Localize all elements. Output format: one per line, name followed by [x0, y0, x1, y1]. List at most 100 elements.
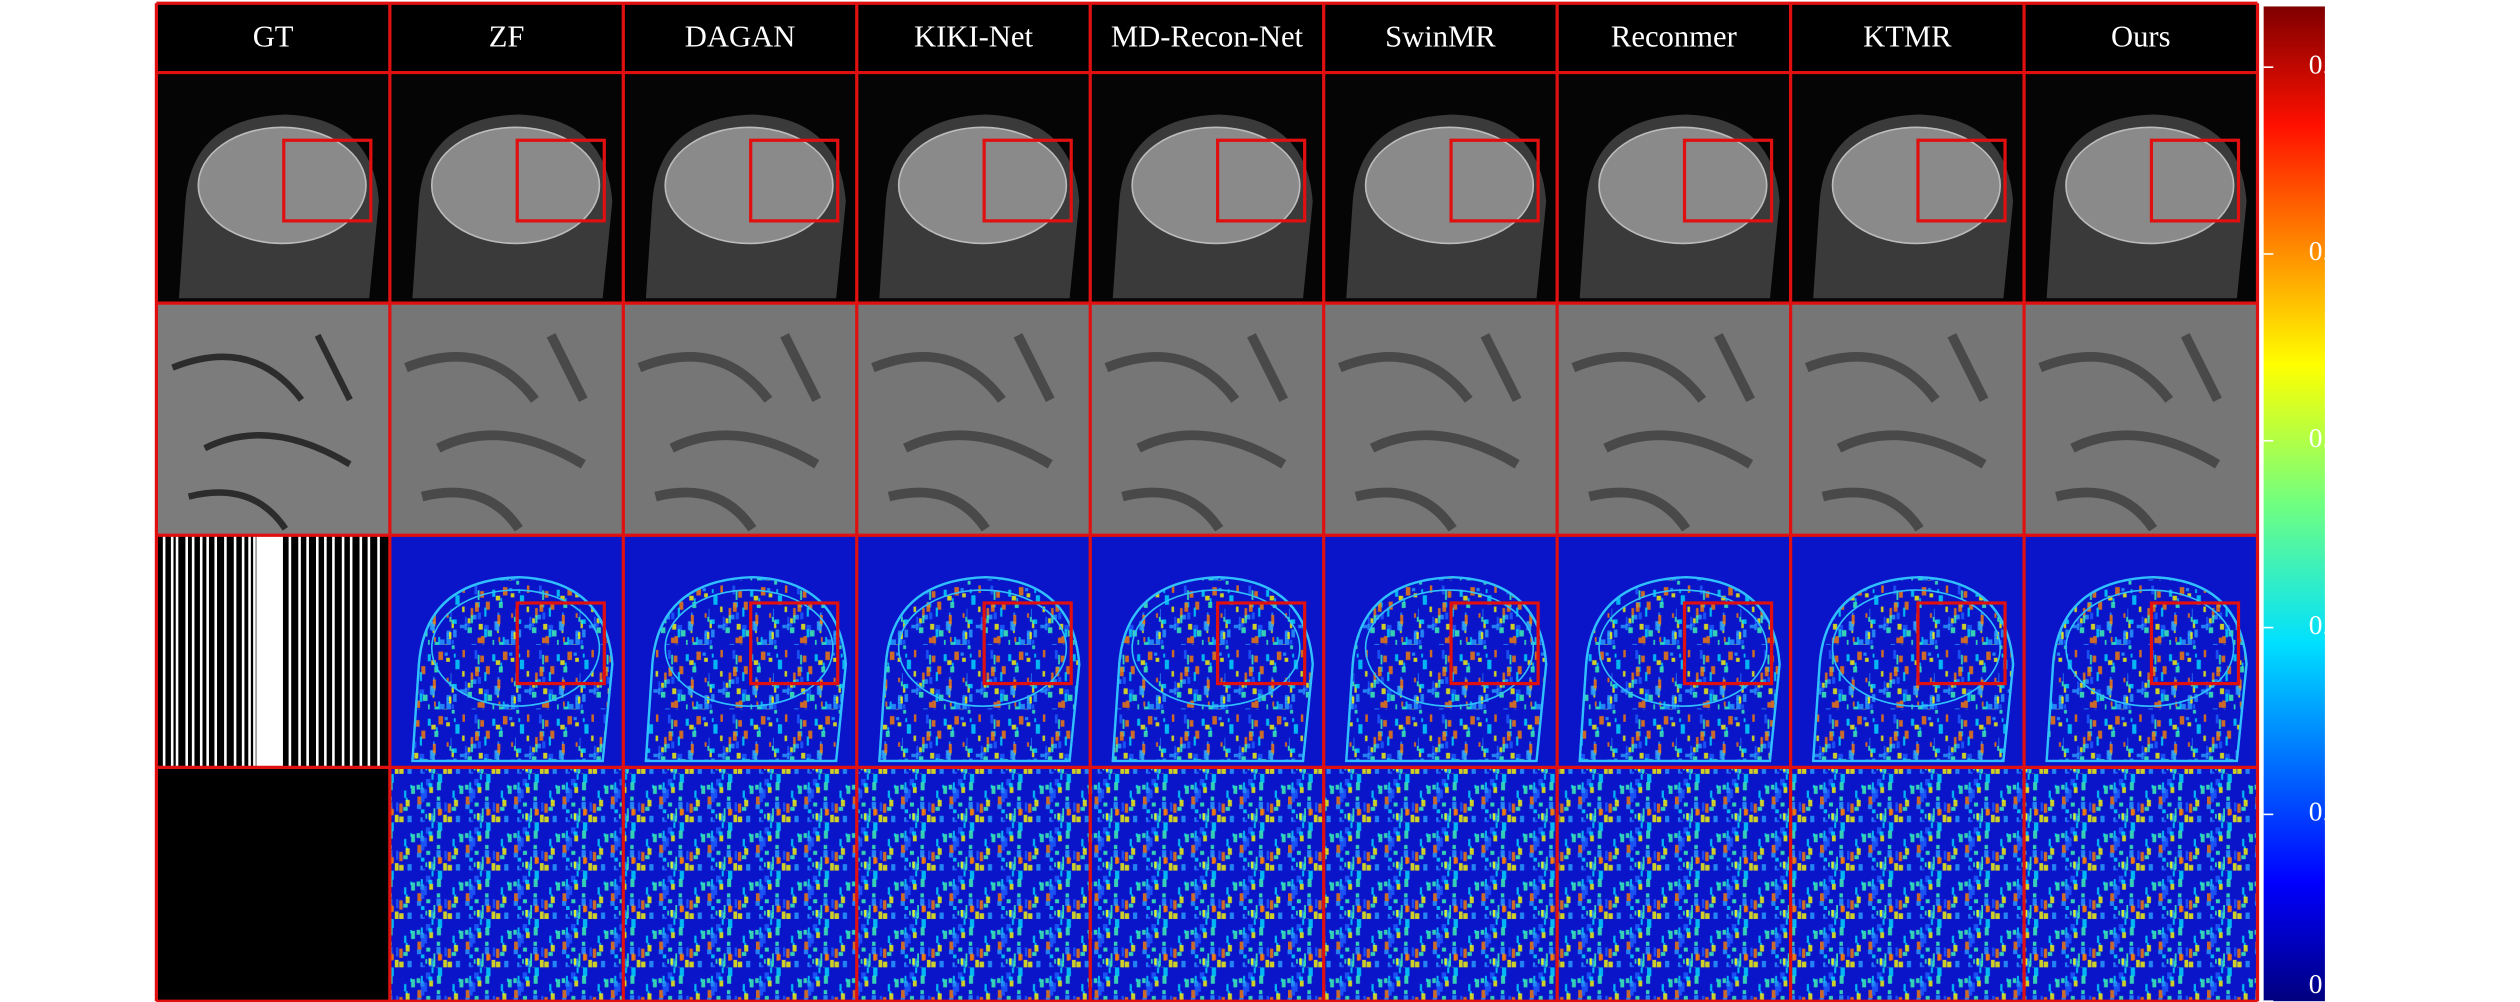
head-outline [2045, 575, 2248, 763]
header-cell [1790, 3, 2025, 73]
zoom-box [515, 138, 606, 223]
header-cell [2024, 3, 2258, 73]
error-zoom [2024, 767, 2258, 1002]
zoom-box [1682, 138, 1774, 223]
mask-line [175, 535, 179, 768]
column-header: SwinMR [1385, 20, 1496, 54]
zoom-box [2149, 601, 2241, 686]
mask-line [298, 535, 301, 768]
zoom-box [1449, 601, 1540, 686]
zoom-box [749, 138, 840, 223]
header-cell [1323, 3, 1558, 73]
zoom-box [515, 601, 606, 686]
colorbar-label: 0.02 [2309, 797, 2357, 827]
column-header: DAGAN [685, 20, 796, 54]
column-header: GT [253, 20, 294, 54]
header-cell [1557, 3, 1791, 73]
mask-line [170, 535, 174, 768]
zoom-box [982, 138, 1073, 223]
mask-line [324, 535, 327, 768]
zoom-box [1916, 601, 2007, 686]
empty-cell [156, 767, 390, 1002]
zoom-box [1215, 601, 1307, 686]
sulci [1104, 333, 1289, 532]
head-outline [1578, 575, 1781, 763]
column-header: KIKI-Net [914, 20, 1034, 54]
sulci [2038, 333, 2222, 532]
zoom-box [1215, 138, 1307, 223]
mask-line [241, 535, 245, 768]
colorbar-label: 0.06 [2309, 423, 2357, 453]
column-header: MD-Recon-Net [1111, 20, 1304, 54]
head-outline [1111, 575, 1314, 763]
brain [430, 126, 601, 245]
header-cell [156, 3, 390, 73]
image-grid: GT ZF DAGAN KIKI-Net MD-Recon-Net SwinMR Recon… [154, 1, 2260, 1002]
brain [1598, 589, 1768, 707]
mask-line [253, 535, 256, 768]
zoom-box [2149, 138, 2241, 223]
mask-line [316, 535, 319, 768]
mask-line [349, 535, 353, 768]
head-outline [644, 575, 848, 763]
mask-line [288, 535, 292, 768]
brain [430, 589, 601, 707]
colorbar-gradient [2263, 6, 2325, 1002]
mask-line [341, 535, 345, 768]
mask-line [214, 535, 218, 768]
brain [1364, 589, 1535, 707]
error-zoom [1090, 767, 1324, 1002]
mri-zoom [156, 303, 390, 536]
mask-line [367, 535, 371, 768]
header-cell [1090, 3, 1324, 73]
error-zoom [1790, 767, 2025, 1002]
header-cell [856, 3, 1091, 73]
brain [664, 126, 834, 245]
mask-line [377, 535, 380, 768]
column-header: Reconmer [1611, 20, 1737, 54]
colorbar: 0.10 0.08 0.06 0.04 0.02 0 [2263, 6, 2357, 1002]
error-zoom [389, 767, 624, 1002]
colorbar-label: 0 [2309, 969, 2323, 999]
sulci [404, 333, 588, 532]
zoom-box [282, 138, 373, 223]
sulci [637, 333, 822, 532]
sulci [171, 333, 353, 531]
mask-line [162, 535, 166, 768]
mask-line [185, 535, 188, 768]
mask-center [259, 535, 279, 768]
brain [1831, 589, 2002, 707]
sulci [1338, 333, 1522, 532]
error-zoom [623, 767, 857, 1002]
mask-line [191, 535, 195, 768]
mask-line [306, 535, 309, 768]
head-outline [878, 575, 1081, 763]
sulci [1804, 333, 1989, 532]
sulci [1571, 333, 1755, 532]
zoom-box [1682, 601, 1774, 686]
mask-line [233, 535, 237, 768]
head-outline [411, 575, 614, 763]
head-outline [1811, 575, 2015, 763]
zoom-box [982, 601, 1073, 686]
header-cell [389, 3, 624, 73]
column-header: ZF [489, 20, 525, 54]
colorbar-label: 0.10 [2309, 49, 2357, 79]
zoom-box [749, 601, 840, 686]
column-header: KTMR [1863, 20, 1952, 54]
sulci [871, 333, 1055, 532]
error-zoom [1557, 767, 1791, 1002]
mask-line [224, 535, 227, 768]
mask-line [256, 535, 261, 768]
mask-line [248, 535, 251, 768]
mask-line [332, 535, 335, 768]
zoom-box [1449, 138, 1540, 223]
mask-line [199, 535, 203, 768]
zoom-box [1916, 138, 2007, 223]
column-header: Ours [2111, 20, 2171, 54]
brain [664, 589, 834, 707]
mask-line [278, 535, 283, 768]
brain [2065, 589, 2235, 707]
error-zoom [1323, 767, 1558, 1002]
